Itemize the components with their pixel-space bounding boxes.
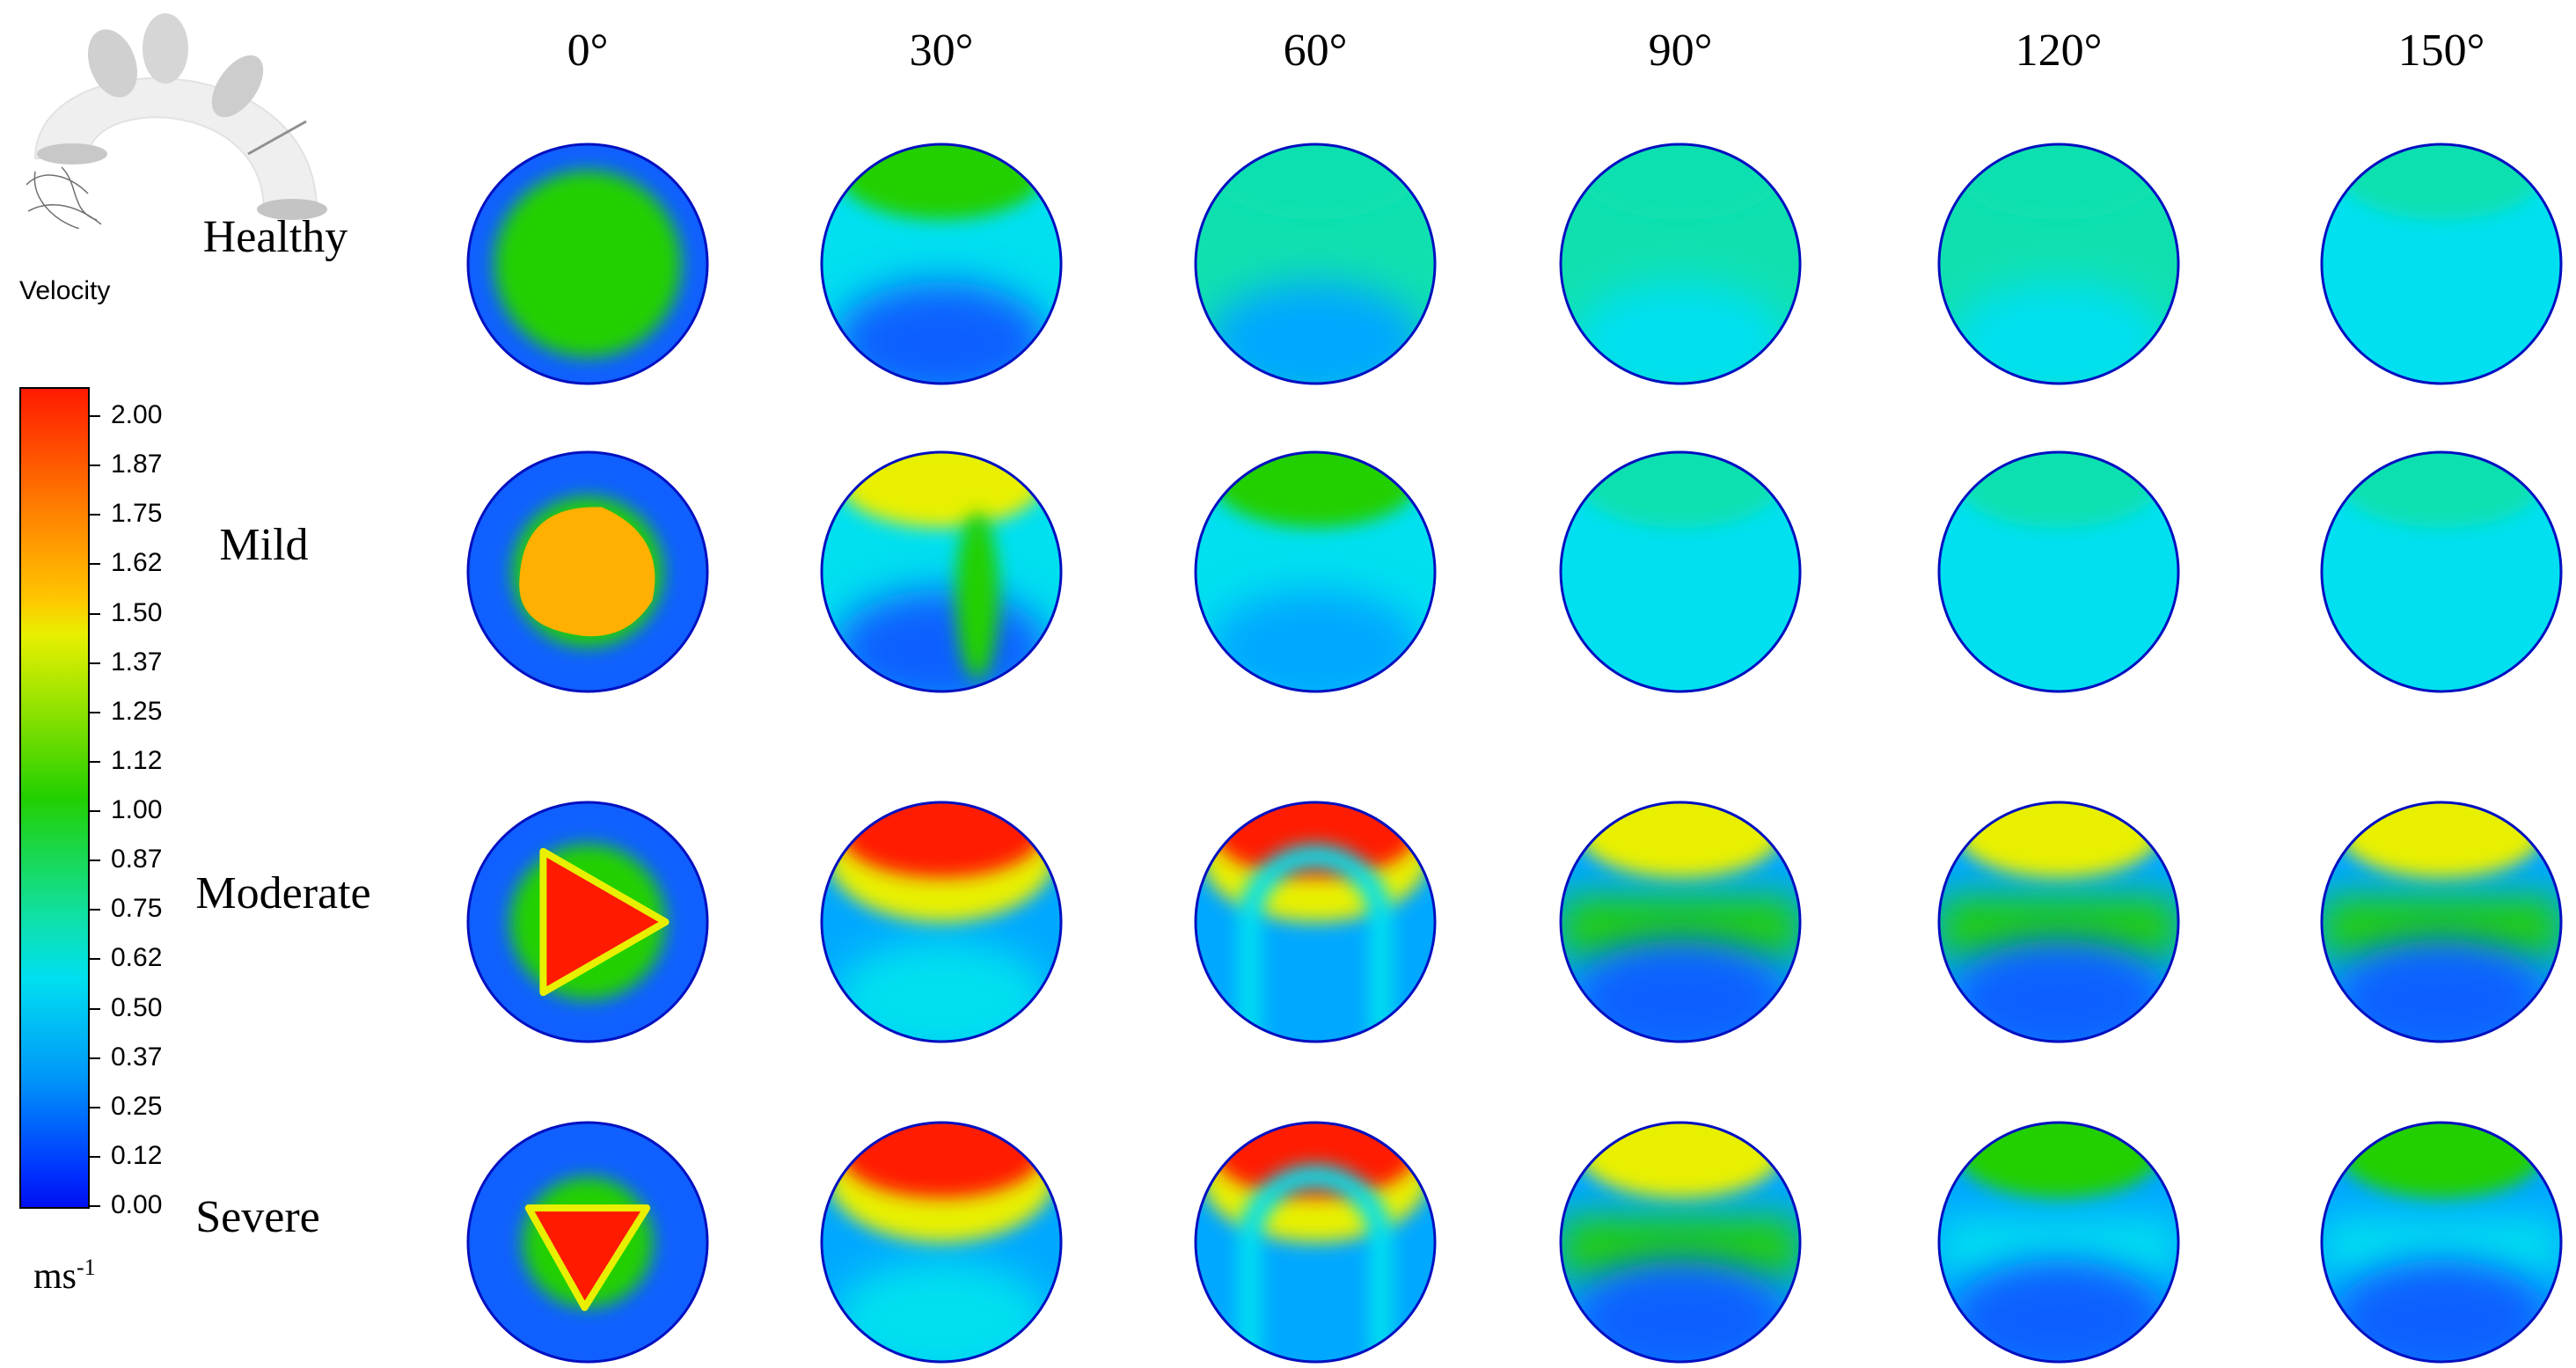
row-label: Healthy (202, 212, 348, 262)
disc-outline (2320, 450, 2563, 693)
disc-outline (1194, 1121, 1437, 1364)
colorbar-tick-label: 0.50 (111, 992, 163, 1022)
colorbar-tick-label: 0.37 (111, 1042, 163, 1072)
colorbar-tick-label: 1.25 (111, 696, 163, 726)
colorbar-tick-mark (88, 1155, 100, 1158)
row-label: Severe (195, 1192, 320, 1242)
row-label: Mild (219, 520, 309, 570)
colorbar-tick-mark (88, 810, 100, 812)
disc-outline (1937, 801, 2180, 1043)
disc-outline (2320, 143, 2563, 385)
colorbar-tick-label: 1.50 (111, 597, 163, 627)
contour-disc (468, 452, 707, 691)
colorbar-tick-label: 0.25 (111, 1091, 163, 1121)
disc-outline (1559, 450, 1802, 693)
colorbar-tick-label: 1.37 (111, 647, 163, 677)
contour-disc (1196, 144, 1435, 384)
column-label: 120° (2015, 26, 2103, 76)
colorbar-tick-mark (88, 711, 100, 713)
disc-outline (2320, 1121, 2563, 1364)
colorbar-tick-mark (88, 1057, 100, 1059)
disc-outline (1194, 143, 1437, 385)
colorbar-tick-mark (88, 760, 100, 763)
contour-disc (468, 802, 707, 1042)
colorbar-tick-label: 0.00 (111, 1190, 163, 1219)
disc-outline (1194, 801, 1437, 1043)
disc-outline (1937, 450, 2180, 693)
disc-outline (1937, 1121, 2180, 1364)
disc-outline (466, 801, 709, 1043)
colorbar-tick-label: 1.87 (111, 450, 163, 479)
legend-unit: ms-1 (33, 1255, 96, 1298)
colorbar-tick-mark (88, 1007, 100, 1010)
contour-disc (2322, 452, 2561, 691)
colorbar-tick-label: 0.87 (111, 845, 163, 874)
colorbar-tick-mark (88, 662, 100, 664)
unit-exponent: -1 (77, 1255, 96, 1280)
disc-outline (466, 450, 709, 693)
disc-outline (466, 1121, 709, 1364)
colorbar-tick-label: 0.62 (111, 943, 163, 973)
colorbar-tick-mark (88, 612, 100, 615)
colorbar-tick-mark (88, 465, 100, 467)
colorbar-tick-mark (88, 415, 100, 417)
colorbar-tick-label: 0.12 (111, 1140, 163, 1170)
disc-outline (1559, 1121, 1802, 1364)
colorbar-tick-mark (88, 1106, 100, 1108)
contour-disc (1196, 802, 1435, 1042)
disc-outline (1194, 450, 1437, 693)
colorbar-tick-label: 2.00 (111, 400, 163, 429)
colorbar-tick-label: 1.75 (111, 499, 163, 529)
disc-outline (2320, 801, 2563, 1043)
row-label: Moderate (195, 868, 371, 918)
contour-disc (1939, 452, 2178, 691)
contour-disc (822, 452, 1061, 691)
disc-outline (1937, 143, 2180, 385)
contour-disc (2322, 144, 2561, 384)
colorbar-tick-label: 0.75 (111, 894, 163, 924)
contour-disc (1939, 802, 2178, 1042)
colorbar-tick-mark (88, 514, 100, 516)
column-label: 30° (909, 26, 974, 76)
contour-disc (822, 802, 1061, 1042)
disc-outline (820, 450, 1063, 693)
contour-disc (1196, 452, 1435, 691)
column-label: 150° (2397, 26, 2485, 76)
contour-disc (468, 1123, 707, 1362)
colorbar-tick-mark (88, 563, 100, 566)
disc-outline (1559, 801, 1802, 1043)
contour-disc (468, 144, 707, 384)
colorbar-tick-label: 1.12 (111, 745, 163, 775)
colorbar-tick-label: 1.62 (111, 548, 163, 578)
disc-outline (820, 143, 1063, 385)
colorbar-tick-label: 1.00 (111, 795, 163, 824)
colorbar-tick-mark (88, 909, 100, 911)
disc-outline (466, 143, 709, 385)
contour-disc (1561, 144, 1800, 384)
column-label: 90° (1648, 26, 1713, 76)
contour-disc (1939, 144, 2178, 384)
aortic-arch-icon (26, 13, 327, 229)
colorbar-tick-mark (88, 860, 100, 862)
unit-base: ms (33, 1256, 77, 1297)
column-label: 0° (567, 26, 609, 76)
disc-outline (820, 1121, 1063, 1364)
contour-disc (2322, 802, 2561, 1042)
column-label: 60° (1283, 26, 1348, 76)
colorbar-tick-mark (88, 1205, 100, 1207)
contour-disc (1561, 452, 1800, 691)
contour-disc (822, 144, 1061, 384)
colorbar-tick-mark (88, 958, 100, 961)
disc-outline (1559, 143, 1802, 385)
velocity-colorbar (19, 387, 90, 1209)
disc-outline (820, 801, 1063, 1043)
contour-disc (1561, 802, 1800, 1042)
legend-title: Velocity (19, 276, 111, 305)
contour-disc (1196, 1123, 1435, 1362)
